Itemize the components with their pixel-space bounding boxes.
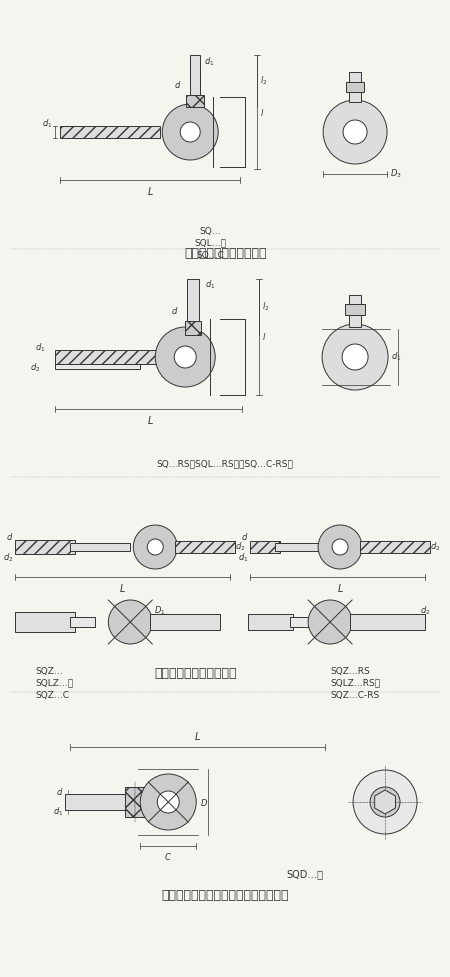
Text: $l_2$: $l_2$ xyxy=(260,75,268,87)
Bar xyxy=(188,294,198,329)
Bar xyxy=(60,126,160,138)
Text: $l$: $l$ xyxy=(260,106,265,117)
Circle shape xyxy=(370,787,400,817)
Circle shape xyxy=(157,791,179,813)
Bar xyxy=(125,787,145,817)
Bar xyxy=(15,540,75,554)
Text: $L$: $L$ xyxy=(147,414,154,426)
Text: $d$: $d$ xyxy=(171,306,178,317)
Bar xyxy=(70,617,95,627)
Text: $D_1$: $D_1$ xyxy=(154,605,166,617)
Text: $d_1$: $d_1$ xyxy=(238,551,248,564)
Bar xyxy=(250,541,280,553)
Circle shape xyxy=(140,774,196,830)
Text: $d_1$: $d_1$ xyxy=(53,806,63,819)
Bar xyxy=(360,541,430,553)
Text: $d_2$: $d_2$ xyxy=(30,362,40,374)
Text: $d_2$: $d_2$ xyxy=(420,605,431,617)
Circle shape xyxy=(332,539,348,555)
Text: $d_1$: $d_1$ xyxy=(205,278,216,291)
Bar xyxy=(150,614,220,630)
Circle shape xyxy=(377,794,393,810)
Text: $l_2$: $l_2$ xyxy=(262,301,270,314)
Text: $D_3$: $D_3$ xyxy=(390,168,402,180)
Circle shape xyxy=(162,104,218,160)
Text: $d_2$: $d_2$ xyxy=(3,551,14,564)
Bar xyxy=(70,543,130,551)
Circle shape xyxy=(308,600,352,644)
Circle shape xyxy=(155,327,215,387)
Text: $d_1$: $d_1$ xyxy=(391,351,401,363)
Bar xyxy=(349,72,361,102)
Bar xyxy=(275,543,320,551)
Text: $D$: $D$ xyxy=(200,796,208,808)
Text: $d_2$: $d_2$ xyxy=(430,540,441,553)
Text: $d$: $d$ xyxy=(174,79,181,91)
Circle shape xyxy=(353,770,417,834)
Circle shape xyxy=(108,600,152,644)
Text: $L$: $L$ xyxy=(119,582,126,594)
Circle shape xyxy=(133,525,177,569)
Circle shape xyxy=(180,122,200,142)
Circle shape xyxy=(343,120,367,144)
Circle shape xyxy=(318,525,362,569)
Circle shape xyxy=(323,100,387,164)
Text: 单杆型球头杆端关节轴承的产品系列表: 单杆型球头杆端关节轴承的产品系列表 xyxy=(162,889,289,902)
Bar xyxy=(248,614,293,630)
Text: $d_1$: $d_1$ xyxy=(35,342,45,354)
Circle shape xyxy=(147,539,163,555)
Text: $C$: $C$ xyxy=(164,851,172,862)
Text: SQ…RS；SQL…RS型；SQ…C-RS型: SQ…RS；SQL…RS型；SQ…C-RS型 xyxy=(157,459,294,468)
Bar xyxy=(346,82,364,92)
Bar xyxy=(55,350,160,364)
Bar xyxy=(350,614,425,630)
Text: SQ…
SQL…型
SQ…C: SQ… SQL…型 SQ…C xyxy=(194,227,226,260)
Bar xyxy=(349,295,361,327)
Text: $l$: $l$ xyxy=(262,331,266,343)
Text: $d_2$: $d_2$ xyxy=(235,540,246,553)
Text: 直杆型球头杆端关节轴承: 直杆型球头杆端关节轴承 xyxy=(154,667,237,680)
Bar xyxy=(290,617,310,627)
Bar xyxy=(190,55,200,95)
Bar xyxy=(345,304,365,315)
Polygon shape xyxy=(375,790,396,814)
Bar xyxy=(55,364,140,369)
Text: $L$: $L$ xyxy=(194,730,201,742)
Bar xyxy=(15,612,75,632)
Circle shape xyxy=(342,344,368,370)
Text: $d$: $d$ xyxy=(241,531,248,542)
Bar xyxy=(187,279,199,321)
Bar xyxy=(186,95,204,107)
Text: $d_1$: $d_1$ xyxy=(42,117,52,130)
Text: SQZ…
SQLZ…型
SQZ…C: SQZ… SQLZ…型 SQZ…C xyxy=(36,667,73,700)
Text: $L$: $L$ xyxy=(337,582,343,594)
Text: $d$: $d$ xyxy=(6,531,14,542)
Text: $d$: $d$ xyxy=(56,786,63,797)
Text: $L$: $L$ xyxy=(147,185,154,197)
Text: 弯杆型球头杆端关节轴承: 弯杆型球头杆端关节轴承 xyxy=(184,247,266,260)
Text: $d_1$: $d_1$ xyxy=(204,56,215,68)
Circle shape xyxy=(322,324,388,390)
Bar xyxy=(65,794,125,810)
Text: SQD…型: SQD…型 xyxy=(287,869,324,879)
Circle shape xyxy=(174,346,196,368)
Bar xyxy=(175,541,235,553)
Text: SQZ…RS
SQLZ…RS型
SQZ…C-RS: SQZ…RS SQLZ…RS型 SQZ…C-RS xyxy=(330,667,380,700)
Bar xyxy=(190,72,200,102)
Bar xyxy=(185,321,201,335)
